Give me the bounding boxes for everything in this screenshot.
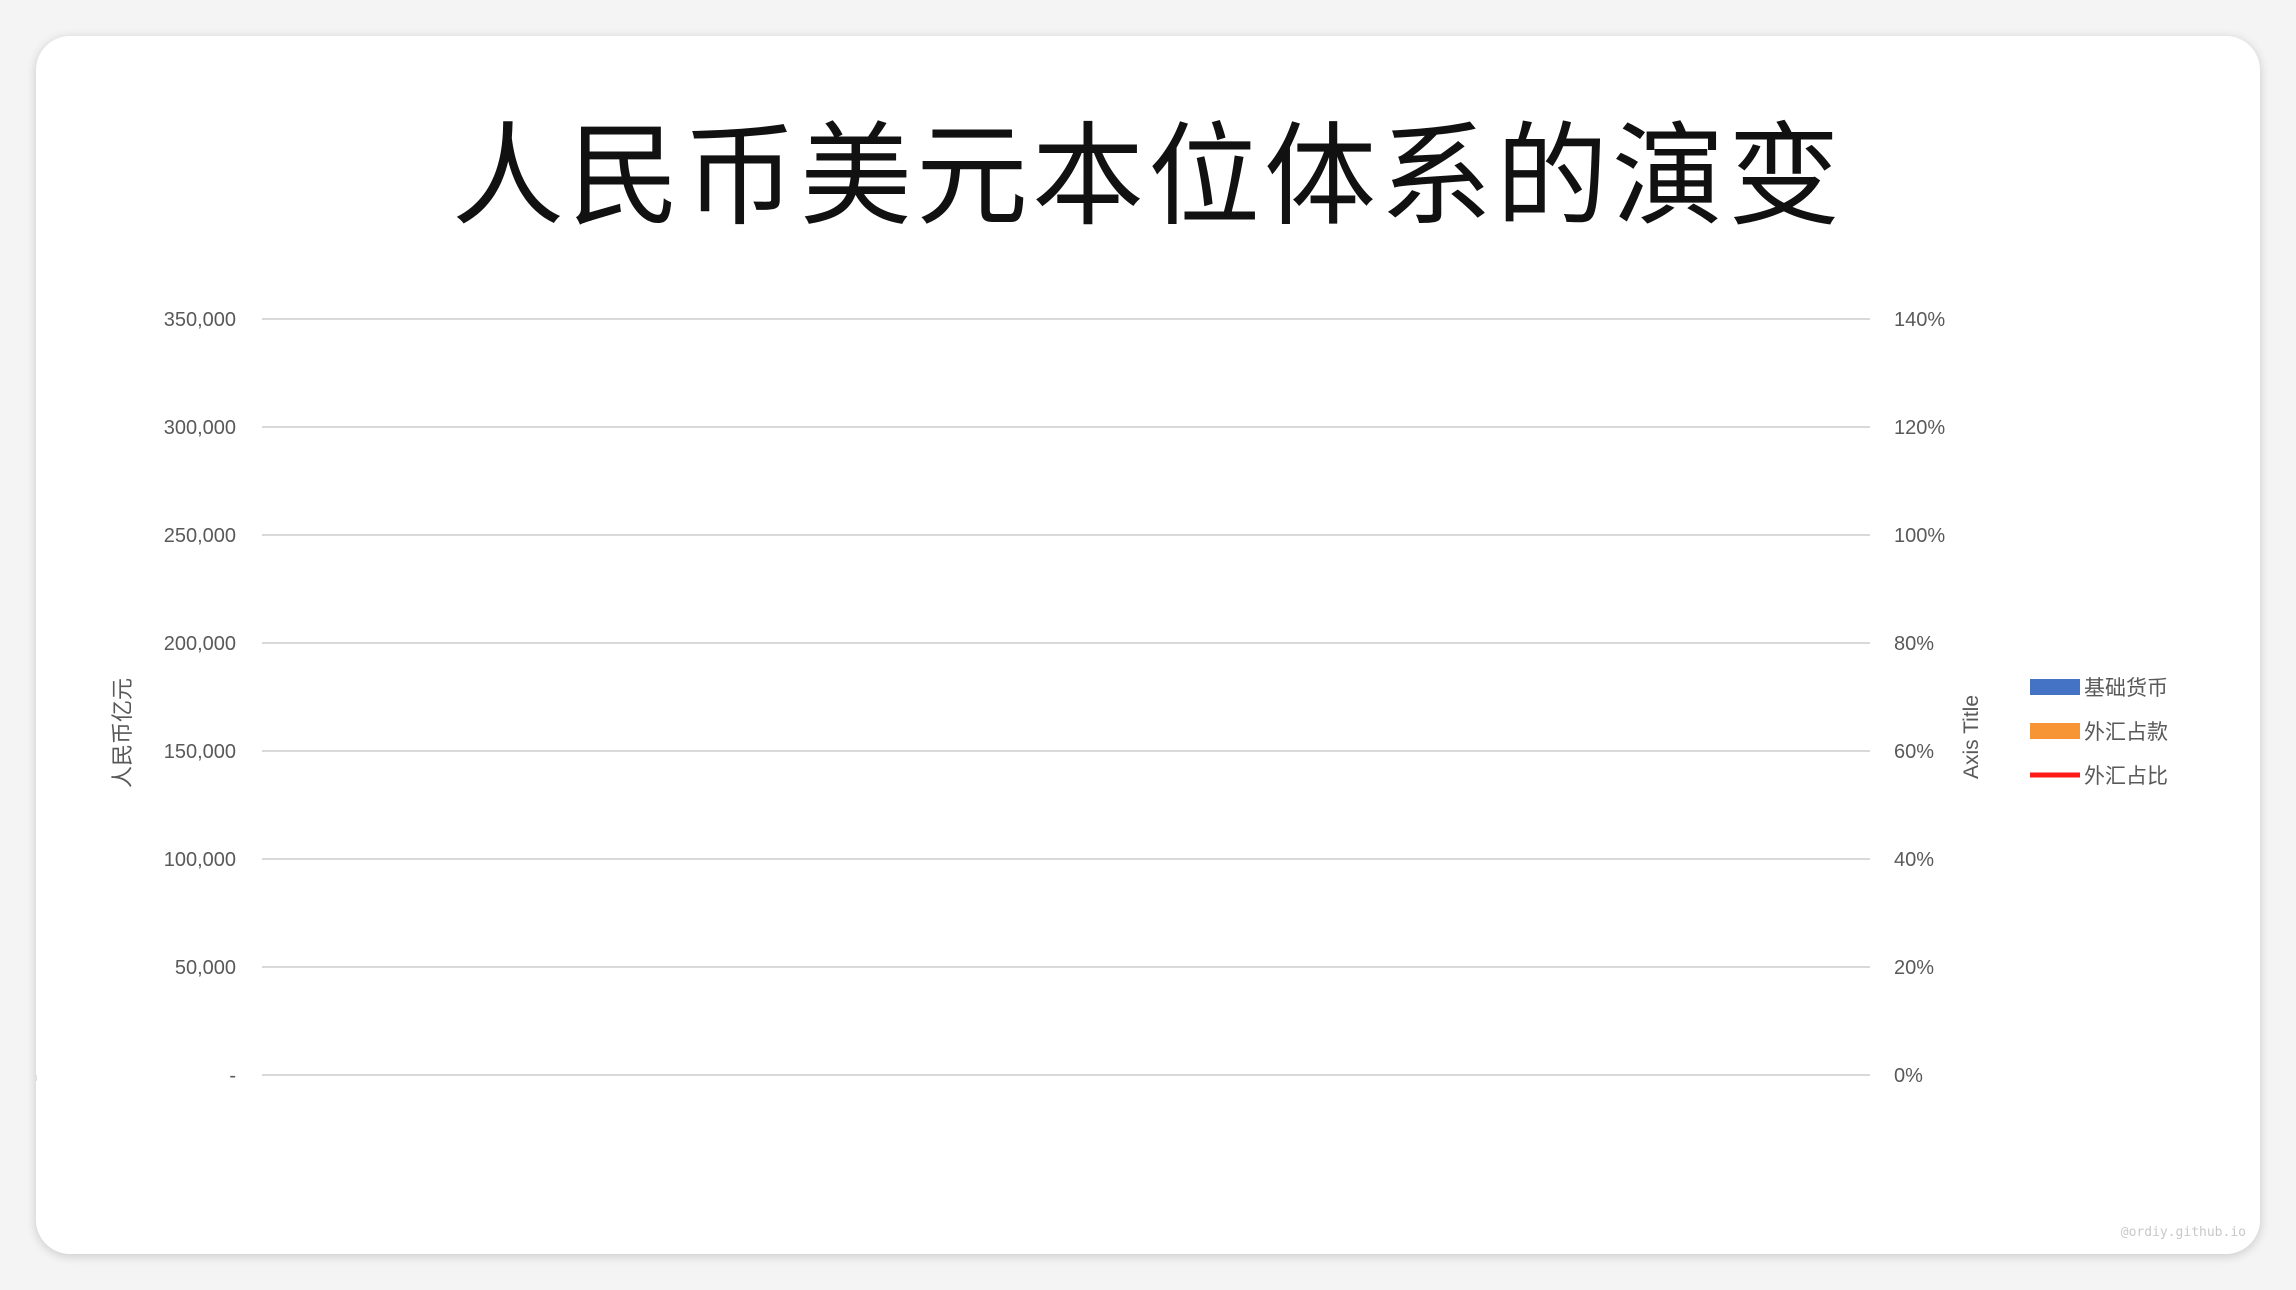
legend-label: 外汇占款: [2084, 720, 2168, 744]
legend-label: 外汇占比: [2084, 764, 2168, 788]
y2-tick-label: 120%: [1894, 417, 1945, 439]
legend-swatch: [2030, 723, 2080, 739]
y-axis-title: 人民币亿元: [111, 678, 136, 788]
y2-tick-label: 20%: [1894, 957, 1934, 979]
y2-tick-label: 100%: [1894, 525, 1945, 547]
y-tick-label: -: [229, 1065, 236, 1087]
y2-axis-title: Axis Title: [1960, 695, 1983, 779]
legend-swatch: [2030, 679, 2080, 695]
slide-title: 人民币美元本位体系的演变: [452, 112, 1844, 242]
y2-tick-label: 140%: [1894, 309, 1945, 331]
y2-tick-label: 80%: [1894, 633, 1934, 655]
y2-tick-label: 60%: [1894, 741, 1934, 763]
watermark-text: @ordiy.github.io: [2120, 1225, 2246, 1240]
slide-card: 人民币美元本位体系的演变 - 0% 50,000 20% 100,000 40% 150,0…: [36, 36, 2260, 1254]
legend-label: 基础货币: [2084, 676, 2168, 700]
y-tick-label: 50,000: [175, 957, 236, 979]
y-tick-label: 200,000: [164, 633, 236, 655]
y-tick-label: 100,000: [164, 849, 236, 871]
y-tick-label: 300,000: [164, 417, 236, 439]
y2-tick-label: 40%: [1894, 849, 1934, 871]
y-tick-label: 150,000: [164, 741, 236, 763]
y-tick-label: 250,000: [164, 525, 236, 547]
chart: - 0% 50,000 20% 100,000 40% 150,000 60% 200,000 8…: [36, 36, 2168, 1087]
y2-tick-label: 0%: [1894, 1065, 1923, 1087]
y-tick-label: 350,000: [164, 309, 236, 331]
